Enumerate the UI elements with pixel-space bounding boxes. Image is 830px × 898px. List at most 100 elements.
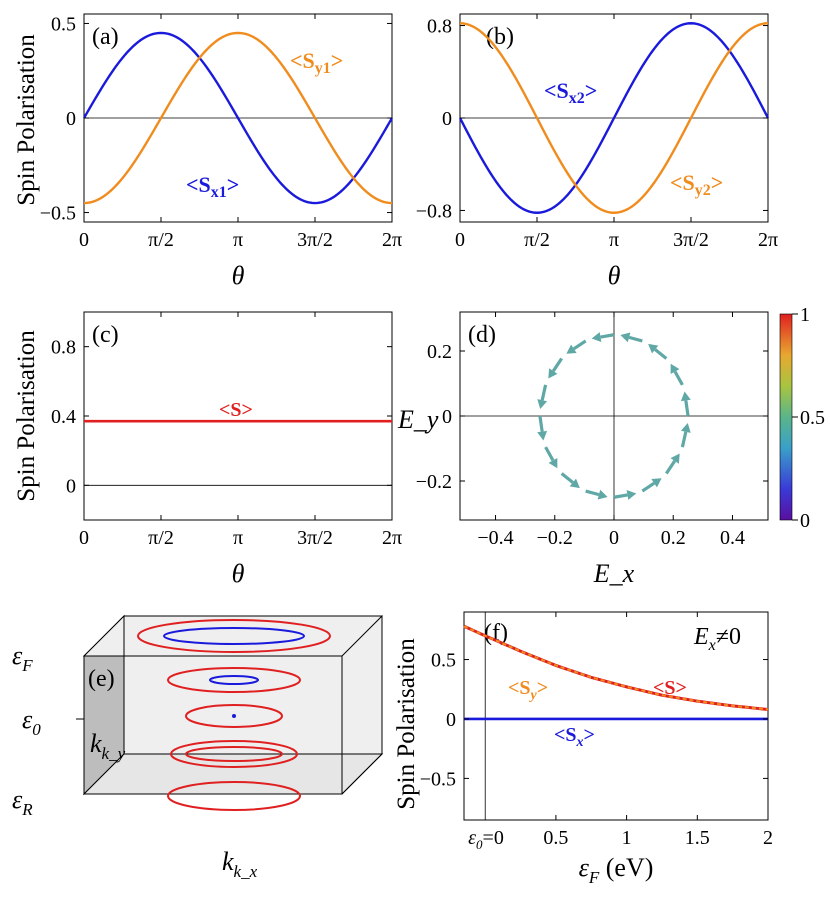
x-tick-label: 3π/2	[297, 229, 333, 251]
x-axis-label: θ	[608, 261, 621, 290]
panel-label: (a)	[92, 24, 119, 50]
field-arrow	[680, 391, 691, 417]
y-tick-label: 0	[442, 108, 452, 130]
contour-level-zero	[185, 704, 283, 728]
x-tick-label: 0	[609, 527, 619, 549]
y-tick-label: 0.4	[51, 406, 76, 428]
series-group	[84, 419, 392, 486]
level-label-zero: ε0	[22, 705, 41, 739]
series-label-sx2: <Sx2>	[544, 78, 597, 107]
kx-label: kk_x	[222, 847, 258, 881]
x-tick-label: 1	[622, 827, 632, 849]
x-tick-label: 0	[79, 229, 89, 251]
x-tick-label: −0.2	[537, 527, 573, 549]
x-axis-label: θ	[232, 261, 245, 290]
series-label-s: <S>	[653, 677, 687, 699]
field-arrow	[665, 453, 680, 475]
panel-a: (a) Spin Polarisation θ 0 π/2 π 3π/2 2π0.50−…	[13, 13, 402, 290]
y-tick-label: 0.5	[51, 13, 76, 35]
tick-group: 0 π/2 π 3π/2 2π0.80−0.8	[416, 14, 778, 251]
panel-label: (b)	[486, 24, 514, 50]
series-line	[459, 22, 769, 214]
y-axis-label: Spin Polarisation	[13, 330, 40, 502]
contour-inner	[209, 675, 259, 685]
panel-f: (f) Spin Polarisation εF (eV) Ex≠0 0.5 1 1…	[393, 611, 773, 887]
colorbar-tick-label: 1	[800, 304, 810, 326]
x-tick-label: 0	[455, 229, 465, 251]
x-tick-label: π	[609, 229, 619, 251]
panel-e: (e) εF ε0 εR kk_y kk_x	[12, 614, 384, 881]
colorbar	[779, 313, 793, 521]
y-tick-label: 0.2	[427, 341, 452, 363]
x-tick-label: π/2	[524, 229, 550, 251]
field-arrow	[566, 339, 587, 354]
field-arrow	[585, 489, 608, 500]
field-arrow	[560, 472, 580, 489]
ky-label: kk_y	[90, 729, 126, 763]
fermi-contour-outer	[137, 619, 331, 653]
y-tick-label: 0	[442, 406, 452, 428]
x-tick-label: 2π	[382, 229, 402, 251]
x-axis-label: θ	[232, 559, 245, 588]
contour-outer-low	[170, 740, 298, 768]
contour-outer	[167, 667, 301, 693]
y-tick-label: 0.8	[427, 16, 452, 38]
series-line	[82, 31, 394, 205]
series-group	[463, 624, 769, 721]
series-label-s: <S>	[219, 399, 253, 421]
level-label-fermi: εF	[12, 641, 33, 675]
field-arrow	[591, 332, 615, 342]
x-tick-label: 1.5	[685, 827, 710, 849]
y-tick-label: 0.8	[51, 337, 76, 359]
colorbar-ticks: 10.50	[792, 304, 825, 532]
field-arrow	[548, 357, 563, 379]
series-line-sy	[463, 625, 769, 711]
axes-group	[460, 312, 768, 520]
x-tick-label: 0	[79, 527, 89, 549]
tick-group: 0 π/2 π 3π/2 2π0.50−0.5	[40, 13, 402, 251]
x-axis-label: εF (eV)	[579, 853, 654, 887]
x-tick-label: 2π	[758, 229, 778, 251]
x-tick-label: π	[233, 229, 243, 251]
tick-group: 0.5 1 1.5 2 0.5 0 −0.5	[420, 612, 773, 849]
series-label-sy: <Sy>	[508, 677, 548, 703]
field-arrow	[537, 384, 548, 409]
tick-group: 0 π/2 π 3π/2 2π 0.8 0.4 0	[51, 312, 402, 549]
field-arrow	[641, 478, 662, 493]
level-label-r: εR	[12, 785, 33, 819]
series-label-sx1: <Sx1>	[186, 172, 239, 201]
tick-group: −0.4 −0.2 0 0.2 0.4 0.2 0 −0.2	[416, 312, 768, 549]
x-tick-label: −0.4	[477, 527, 513, 549]
x-tick-label: 3π/2	[297, 527, 333, 549]
contour-inner-low	[185, 746, 283, 762]
panel-b: (b) θ 0 π/2 π 3π/2 2π0.80−0.8 <Sx2> <Sy2>	[416, 13, 778, 290]
x-tick-label: 2π	[382, 527, 402, 549]
y-axis-label: E_y	[397, 405, 439, 434]
y-tick-label: 0	[66, 475, 76, 497]
series-line	[458, 22, 770, 214]
contour-bottom	[167, 781, 301, 811]
arrow-group	[537, 332, 691, 500]
panel-label: (e)	[88, 666, 115, 692]
y-tick-label: −0.2	[416, 471, 452, 493]
x-tick-label: π/2	[148, 527, 174, 549]
panel-label: (d)	[468, 322, 496, 348]
field-arrow	[680, 423, 691, 448]
field-arrow	[648, 343, 668, 360]
band-crossing-dot	[232, 714, 236, 718]
field-arrow	[537, 415, 548, 441]
panel-d: (d) E_y E_x −0.4 −0.2 0 0.2 0.40.20−0.2 10.5…	[397, 304, 825, 588]
field-arrow	[544, 446, 558, 469]
x-tick-label: 0.5	[543, 827, 568, 849]
y-tick-label: 0	[446, 709, 456, 731]
fermi-contour-inner	[163, 627, 305, 645]
x-tick-label: 0.2	[661, 527, 686, 549]
panel-label: (f)	[484, 620, 508, 646]
colorbar-tick-label: 0	[800, 510, 810, 532]
y-tick-label: 0.5	[431, 650, 456, 672]
panel-label: (c)	[92, 322, 119, 348]
series-label-sy1: <Sy1>	[290, 48, 343, 77]
x-tick-label: 3π/2	[673, 229, 709, 251]
y-axis-label: Spin Polarisation	[13, 34, 40, 206]
